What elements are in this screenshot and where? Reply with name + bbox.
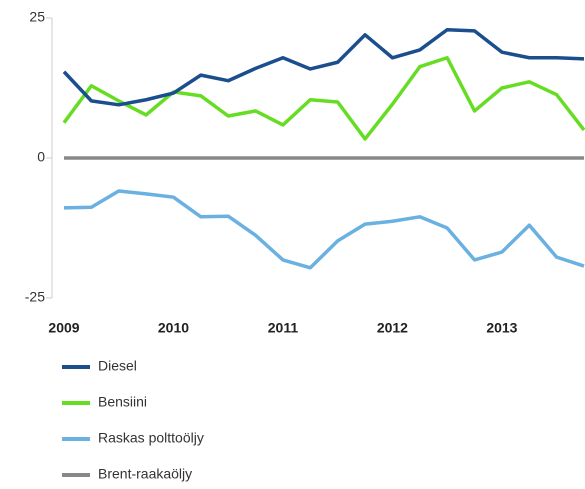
x-tick-label: 2010 xyxy=(158,320,189,336)
x-tick-label: 2012 xyxy=(377,320,408,336)
y-tick-label: 25 xyxy=(29,9,45,25)
legend-label: Raskas polttoöljy xyxy=(98,430,204,446)
y-tick-label: -25 xyxy=(25,289,45,305)
line-series xyxy=(62,56,585,141)
line-series xyxy=(63,189,585,270)
x-tick-label: 2009 xyxy=(48,320,79,336)
y-tick-label: 0 xyxy=(37,149,45,165)
x-tick-label: 2013 xyxy=(486,320,517,336)
legend-label: Diesel xyxy=(98,358,137,374)
legend-label: Bensiini xyxy=(98,394,147,410)
x-tick-label: 2011 xyxy=(268,320,299,336)
legend-label: Brent-raakaöljy xyxy=(98,466,192,482)
line-series xyxy=(62,28,585,107)
